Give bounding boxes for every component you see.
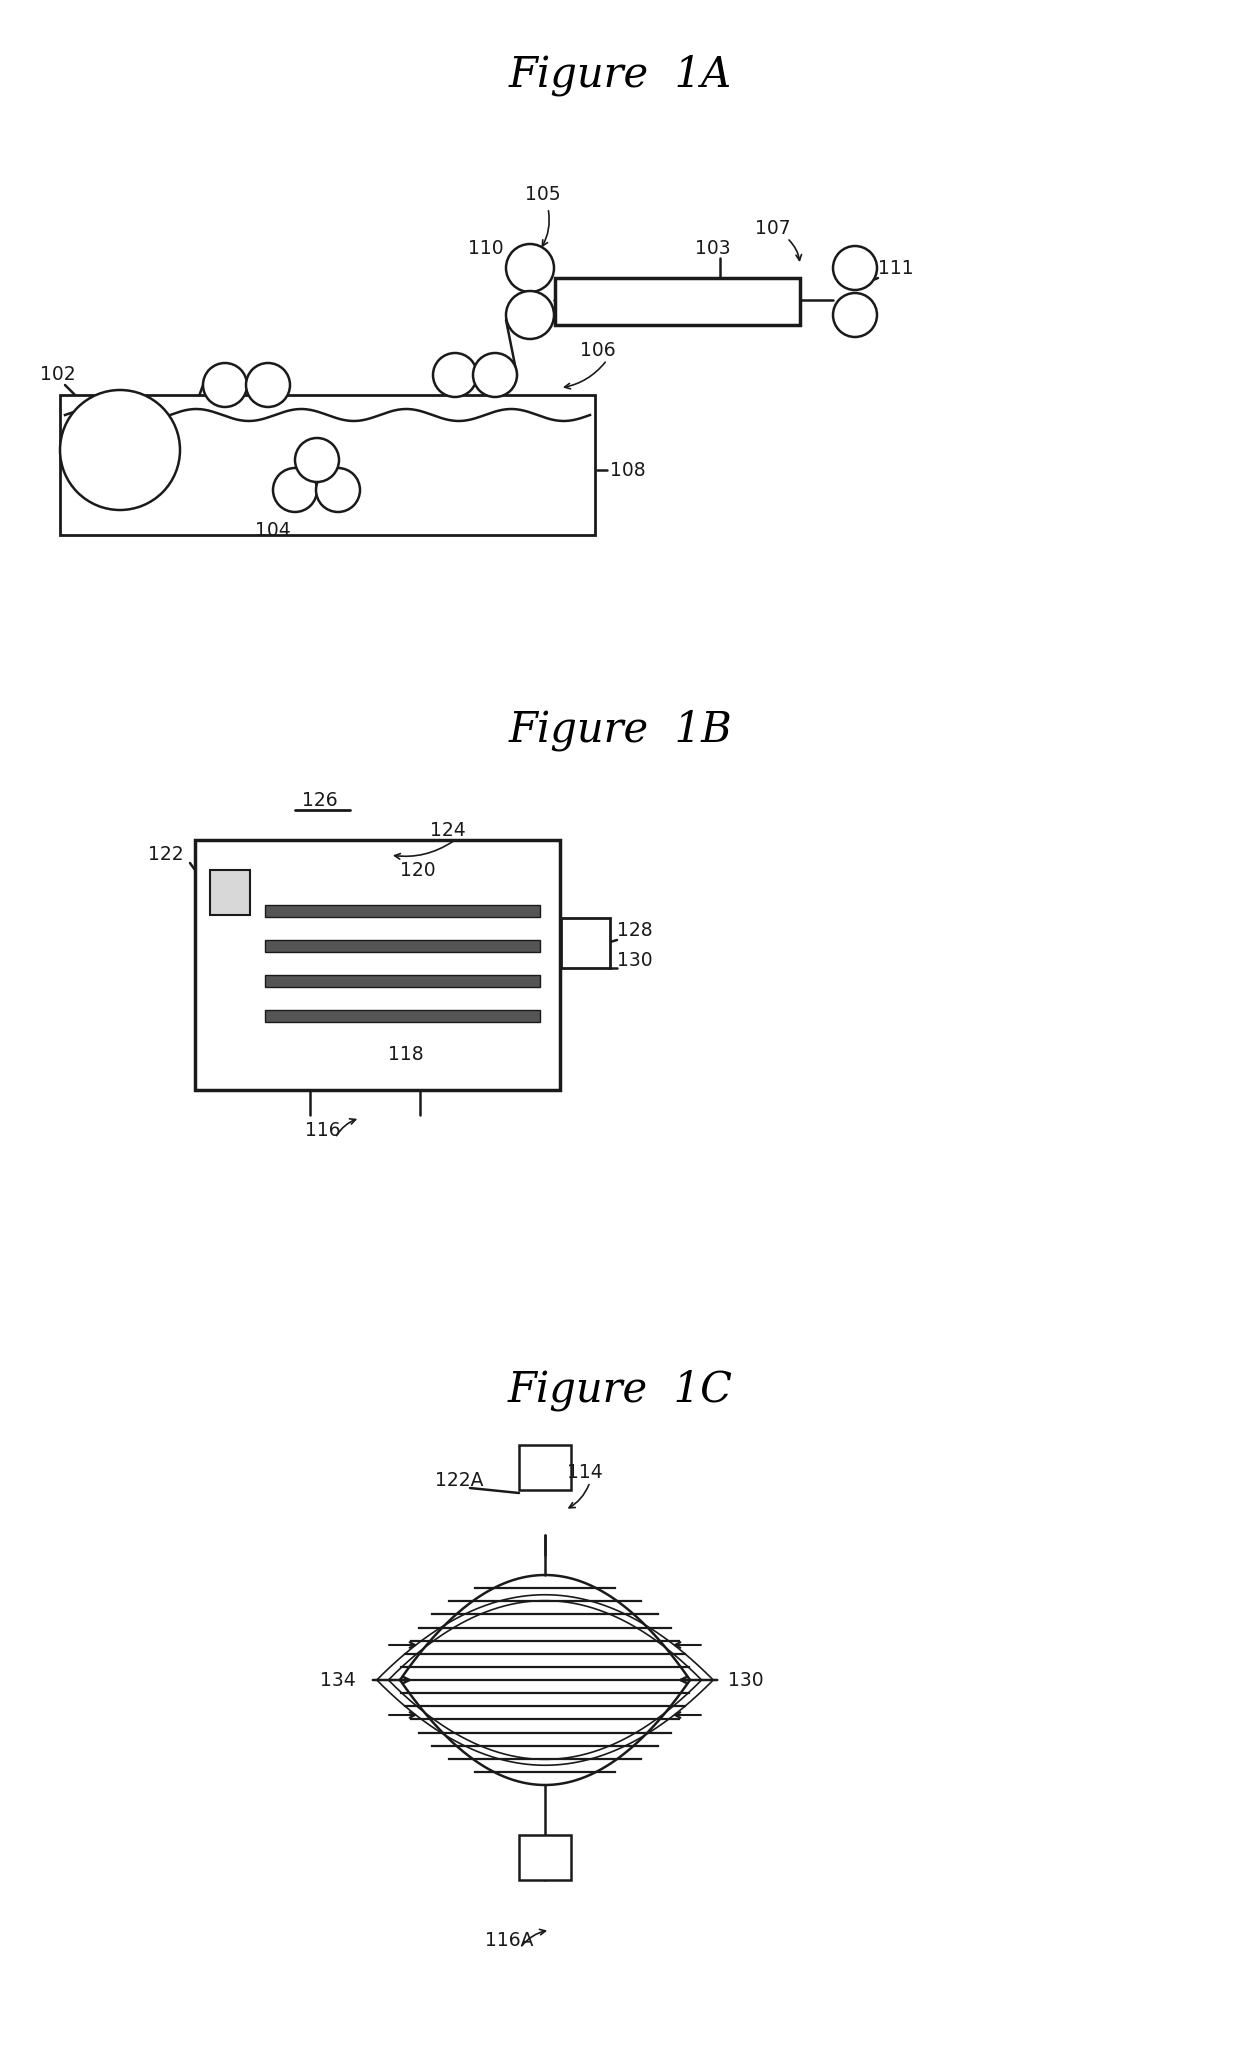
Bar (195, 839, 560, 1091)
Text: 103: 103 (694, 239, 730, 258)
Bar (520, 1835, 570, 1881)
Bar (265, 1010, 539, 1023)
Text: 108: 108 (610, 460, 646, 480)
Bar (265, 940, 539, 953)
Text: 110: 110 (467, 239, 503, 258)
Circle shape (60, 390, 180, 509)
Circle shape (246, 363, 290, 406)
Circle shape (506, 243, 554, 293)
Text: 118: 118 (388, 1045, 424, 1064)
Text: 128: 128 (618, 920, 652, 940)
Text: Figure  1B: Figure 1B (508, 709, 732, 751)
Circle shape (295, 437, 339, 483)
Circle shape (833, 293, 877, 336)
Text: 106: 106 (580, 340, 615, 359)
Bar (210, 870, 250, 916)
Text: 134: 134 (320, 1670, 356, 1689)
Text: 130: 130 (728, 1670, 764, 1689)
Text: Figure  1C: Figure 1C (507, 1369, 733, 1410)
Text: 116A: 116A (485, 1930, 533, 1949)
Text: Figure  1A: Figure 1A (508, 54, 732, 97)
Bar (520, 1445, 570, 1491)
Bar (265, 905, 539, 918)
Text: 122A: 122A (435, 1470, 484, 1489)
Text: 126: 126 (303, 790, 337, 810)
Text: 104: 104 (255, 520, 290, 540)
Text: 122: 122 (148, 845, 184, 864)
Circle shape (203, 363, 247, 406)
Circle shape (273, 468, 317, 511)
Text: 130: 130 (618, 951, 652, 969)
Bar (556, 278, 800, 326)
Text: 107: 107 (755, 219, 791, 237)
Circle shape (472, 353, 517, 398)
Text: 111: 111 (878, 258, 914, 278)
Bar (265, 975, 539, 988)
Circle shape (506, 291, 554, 338)
Text: 105: 105 (525, 186, 560, 204)
Text: 114: 114 (567, 1462, 603, 1481)
Text: 116: 116 (305, 1120, 341, 1140)
Circle shape (316, 468, 360, 511)
Circle shape (433, 353, 477, 398)
Bar (560, 918, 610, 967)
Circle shape (833, 245, 877, 291)
Text: 124: 124 (430, 821, 466, 839)
Bar (60, 396, 595, 534)
Text: 120: 120 (401, 860, 435, 880)
Text: 102: 102 (40, 365, 76, 384)
